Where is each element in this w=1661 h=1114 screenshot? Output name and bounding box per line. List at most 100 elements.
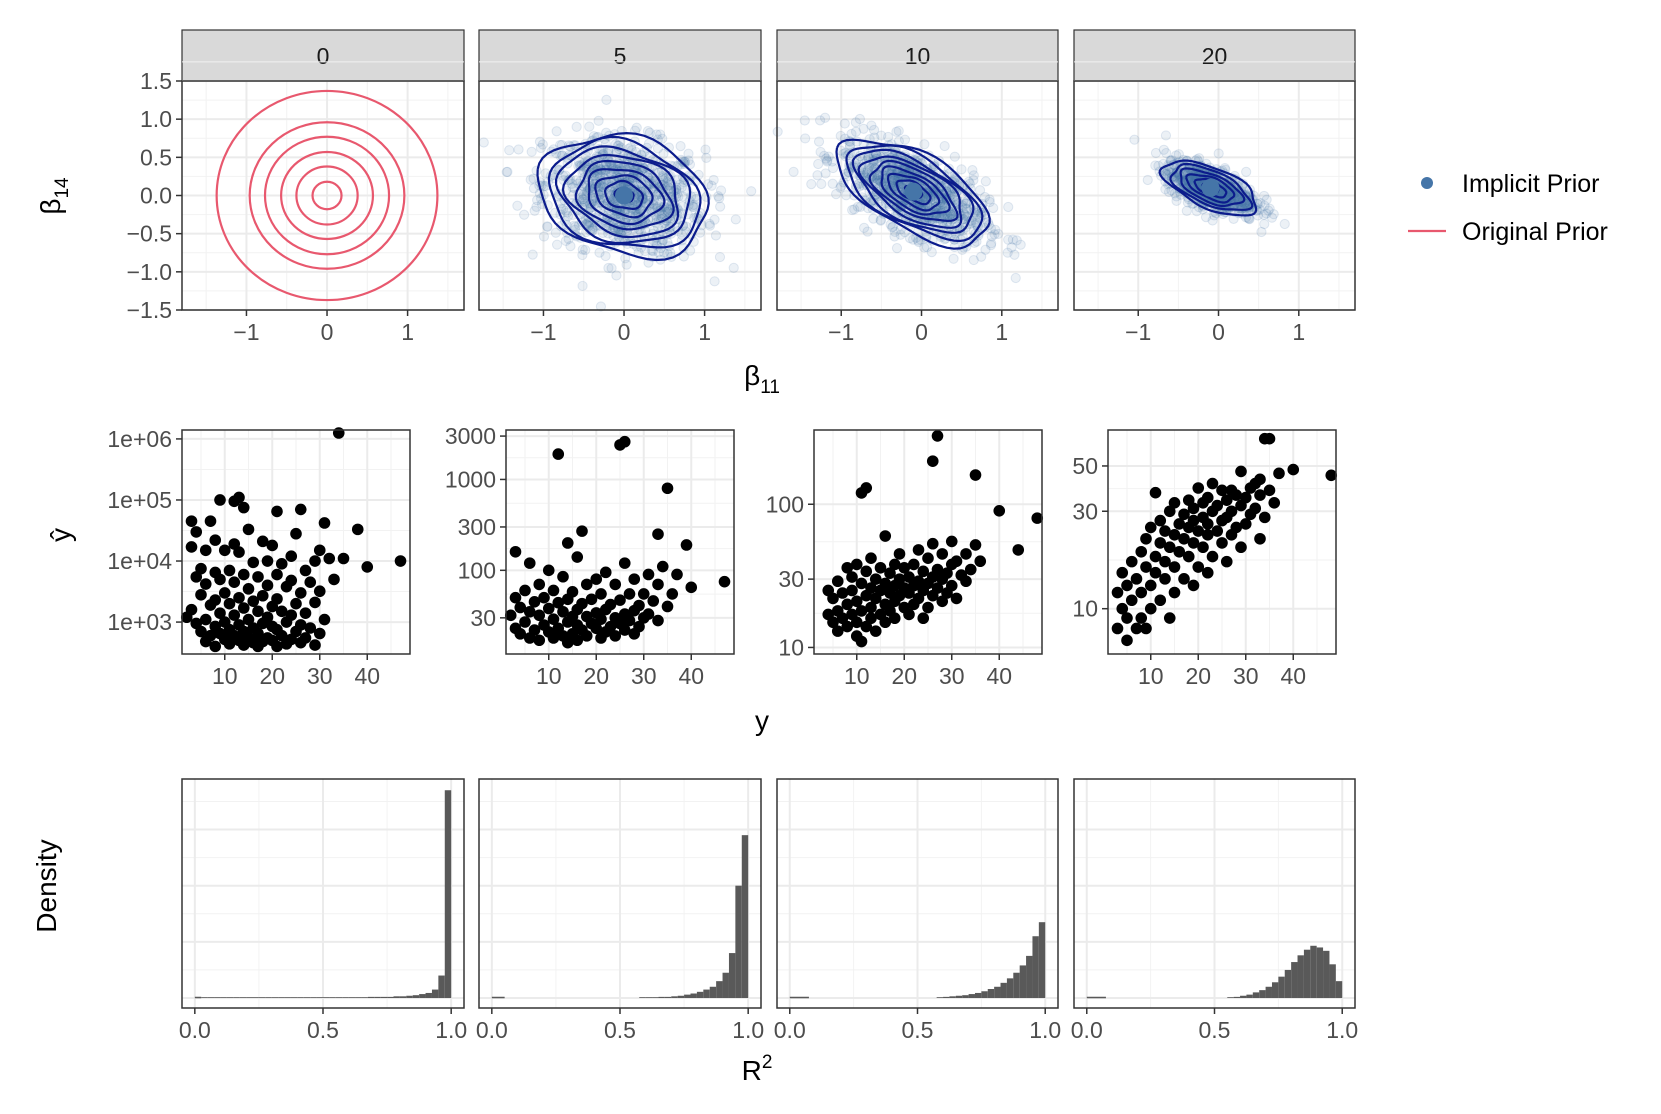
- data-point: [936, 595, 949, 608]
- data-point: [1154, 514, 1167, 527]
- data-point: [1140, 622, 1152, 635]
- data-point: [993, 505, 1006, 517]
- data-point: [209, 640, 222, 653]
- data-point: [931, 430, 944, 442]
- histogram-bar: [1019, 965, 1027, 998]
- data-point: [1206, 505, 1219, 518]
- histogram-bar: [1038, 922, 1046, 998]
- data-point: [271, 505, 283, 518]
- y-tick-label: −1.5: [127, 297, 172, 323]
- data-point: [922, 601, 934, 614]
- data-point: [1111, 622, 1124, 635]
- implicit-prior-point: [849, 204, 860, 215]
- data-point: [969, 469, 982, 481]
- data-point: [313, 544, 326, 557]
- data-point: [893, 548, 906, 560]
- implicit-prior-point: [1213, 148, 1224, 159]
- data-point: [595, 632, 607, 644]
- data-point: [1121, 634, 1133, 647]
- data-point: [271, 568, 283, 581]
- y-tick-label: 30: [470, 605, 496, 631]
- implicit-prior-point: [585, 181, 597, 192]
- data-point: [204, 515, 217, 527]
- y-tick-label: 0.5: [140, 144, 172, 170]
- implicit-prior-point: [577, 244, 588, 255]
- x-tick-label: 30: [307, 663, 333, 689]
- x-tick-label: 0: [321, 319, 334, 345]
- data-point: [1125, 594, 1138, 607]
- x-tick-label: 40: [678, 663, 704, 689]
- x-tick-label: 0: [618, 319, 631, 345]
- x-tick-label: 0.5: [902, 1017, 934, 1043]
- implicit-prior-point: [676, 182, 687, 193]
- r2-panel-5: 0.0 0.5 1.0: [476, 778, 764, 1043]
- data-point: [614, 439, 626, 451]
- x-tick-label: 1: [1292, 319, 1305, 345]
- data-point: [1130, 573, 1143, 585]
- data-point: [328, 573, 340, 586]
- data-point: [618, 557, 631, 569]
- histogram-bar: [406, 995, 413, 998]
- histogram-bar: [962, 995, 969, 998]
- data-point: [846, 571, 858, 583]
- implicit-prior-point: [685, 245, 696, 256]
- data-point: [945, 535, 958, 548]
- data-point: [841, 598, 854, 611]
- y-tick-label: 30: [1072, 498, 1098, 524]
- data-point: [860, 565, 873, 578]
- histogram-bar: [220, 997, 227, 998]
- data-point: [1121, 612, 1133, 624]
- x-tick-label: 1: [995, 319, 1008, 345]
- implicit-prior-point: [657, 170, 668, 182]
- implicit-prior-point: [581, 226, 592, 238]
- histogram-bar: [425, 992, 432, 998]
- implicit-prior-point: [665, 213, 676, 224]
- original-prior-contour: [295, 165, 359, 226]
- r2-density-histogram-row: 0.0 0.5 1.0 0.0 0.5 1.0 0.0 0.5 1.0 0.0 0.5 1.0: [179, 778, 1358, 1043]
- implicit-prior-point: [1279, 218, 1290, 230]
- data-point: [1220, 555, 1233, 568]
- x-tick-label: 10: [1138, 663, 1164, 689]
- implicit-prior-point: [567, 182, 578, 193]
- implicit-prior-point: [968, 254, 979, 266]
- data-point: [237, 602, 250, 614]
- implicit-prior-point: [956, 164, 967, 175]
- implicit-prior-point: [800, 133, 811, 144]
- data-point: [557, 570, 569, 583]
- data-point: [656, 560, 669, 573]
- data-point: [309, 555, 321, 567]
- implicit-prior-point: [560, 235, 572, 247]
- data-point: [261, 555, 274, 567]
- data-point: [547, 632, 560, 644]
- x-tick-label: 30: [939, 663, 965, 689]
- data-point: [1225, 529, 1238, 541]
- implicit-prior-point: [675, 159, 687, 170]
- y-tick-label: 10: [1072, 596, 1098, 622]
- implicit-prior-legend-label: Implicit Prior: [1462, 170, 1600, 198]
- histogram-bar: [226, 997, 234, 998]
- implicit-prior-point: [1011, 235, 1022, 246]
- data-point: [1111, 586, 1124, 599]
- implicit-prior-point: [658, 148, 669, 159]
- data-point: [552, 448, 565, 460]
- histogram-bar: [329, 997, 336, 998]
- data-point: [1254, 489, 1266, 501]
- implicit-prior-point: [621, 259, 632, 270]
- implicit-prior-point: [501, 166, 512, 178]
- implicit-prior-point: [571, 121, 582, 132]
- data-point: [1144, 521, 1157, 534]
- data-point: [1154, 594, 1167, 607]
- original-prior-contour: [280, 150, 375, 241]
- implicit-prior-point: [526, 146, 537, 157]
- data-point: [903, 608, 915, 621]
- histogram-bar: [1278, 976, 1285, 998]
- data-point: [1163, 612, 1176, 624]
- data-point: [1135, 545, 1148, 558]
- data-point: [299, 564, 312, 577]
- data-point: [237, 639, 250, 651]
- data-point: [1201, 566, 1214, 579]
- implicit-prior-point: [600, 250, 611, 262]
- implicit-prior-point: [576, 192, 587, 203]
- histogram-bar: [1026, 955, 1033, 998]
- histogram-bar: [955, 995, 963, 998]
